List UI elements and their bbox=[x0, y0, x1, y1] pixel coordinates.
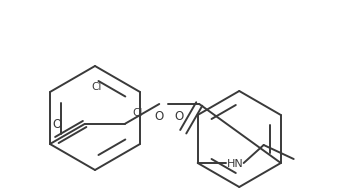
Text: Cl: Cl bbox=[133, 108, 143, 118]
Text: O: O bbox=[175, 110, 184, 123]
Text: Cl: Cl bbox=[92, 82, 102, 92]
Text: O: O bbox=[52, 118, 62, 131]
Text: O: O bbox=[155, 110, 164, 123]
Text: HN: HN bbox=[227, 159, 243, 169]
